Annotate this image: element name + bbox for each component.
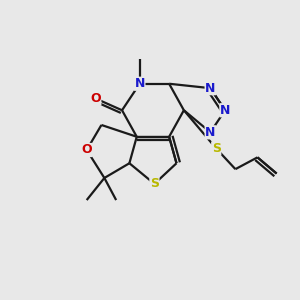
Text: N: N <box>205 82 215 95</box>
Text: S: S <box>150 177 159 190</box>
Text: O: O <box>81 143 92 157</box>
Text: N: N <box>134 77 145 90</box>
Text: N: N <box>220 104 230 117</box>
Text: O: O <box>90 92 101 105</box>
Text: S: S <box>212 142 221 155</box>
Text: N: N <box>205 126 215 139</box>
